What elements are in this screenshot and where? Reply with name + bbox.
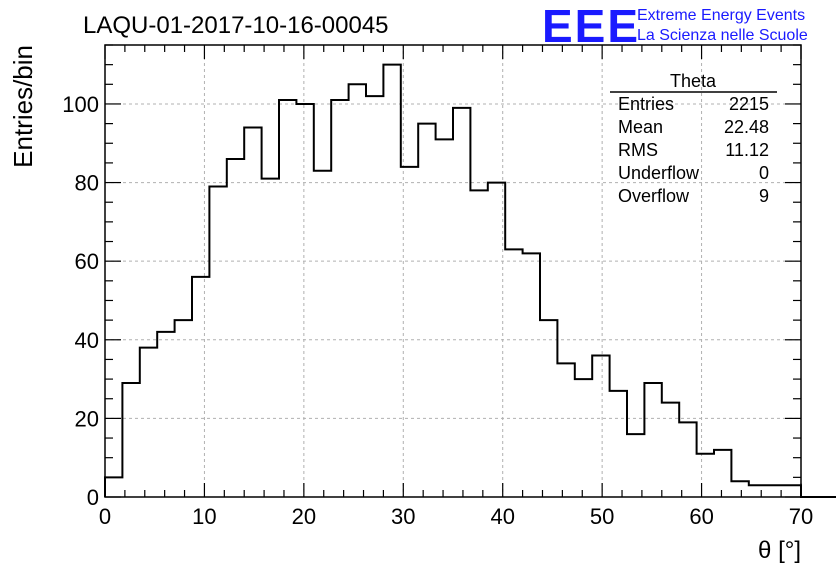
y-axis-label: Entries/bin [8,45,38,168]
x-tick-label: 60 [689,504,713,529]
run-title: LAQU-01-2017-10-16-00045 [83,12,389,39]
grid-lines [105,45,801,497]
x-tick-label: 50 [590,504,614,529]
y-tick-label: 0 [87,485,99,510]
x-tick-label: 10 [192,504,216,529]
x-tick-label: 0 [99,504,111,529]
x-tick-label: 30 [391,504,415,529]
stats-value: 22.48 [724,117,769,137]
y-tick-label: 40 [75,328,99,353]
stats-label: Mean [618,117,663,137]
x-tick-labels: 0 10 20 30 40 50 60 70 [99,504,813,529]
stats-value: 0 [759,163,769,183]
eee-logo: EEE Extreme Energy Events La Scienza nel… [542,0,808,52]
stats-box: Theta Entries 2215 Mean 22.48 RMS 11.12 Underf… [610,71,777,206]
stats-value: 9 [759,186,769,206]
stats-title: Theta [670,71,717,91]
stats-label: Entries [618,94,674,114]
project-subtitle: La Scienza nelle Scuole [637,27,808,44]
x-axis-label: θ [°] [758,537,801,564]
stats-value: 11.12 [725,140,769,160]
axis-ticks [104,44,802,498]
y-tick-label: 60 [75,249,99,274]
stats-value: 2215 [729,94,769,114]
y-tick-label: 100 [62,92,99,117]
y-tick-label: 20 [75,406,99,431]
y-tick-label: 80 [75,171,99,196]
x-tick-label: 40 [490,504,514,529]
logo-text: EEE [542,0,640,52]
x-tick-label: 70 [789,504,813,529]
plot-frame [104,44,802,498]
stats-label: Underflow [618,163,700,183]
stats-rows: Entries 2215 Mean 22.48 RMS 11.12 Underflow 0 Ov… [618,94,769,206]
stats-label: RMS [618,140,658,160]
project-name: Extreme Energy Events [637,7,805,24]
histogram-outline [104,63,836,498]
y-tick-labels: 0 20 40 60 80 100 [62,92,99,510]
x-tick-label: 20 [292,504,316,529]
stats-label: Overflow [618,186,690,206]
